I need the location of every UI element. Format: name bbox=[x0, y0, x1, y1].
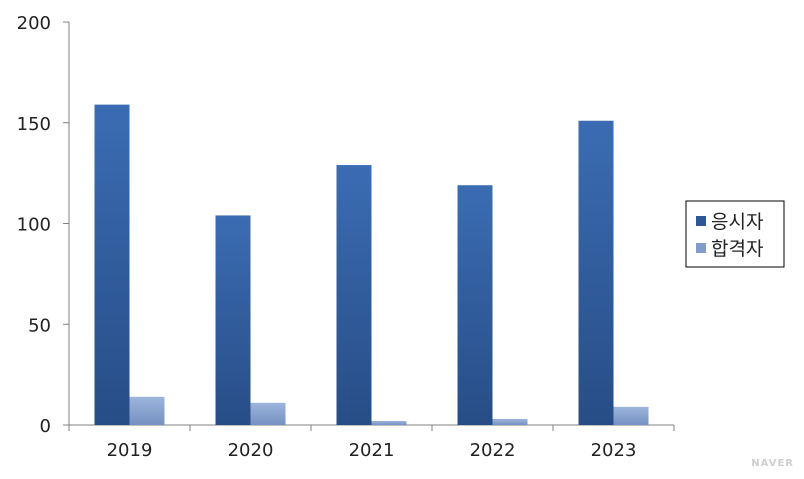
x-tick-label: 2023 bbox=[591, 440, 637, 461]
bar-2019-series-0 bbox=[94, 104, 130, 426]
bar-2022-series-1 bbox=[492, 418, 528, 425]
legend-box bbox=[685, 200, 785, 268]
bar-2022-series-0 bbox=[457, 185, 493, 425]
legend-swatch-1 bbox=[696, 243, 706, 253]
bars bbox=[94, 104, 649, 426]
x-tick-label: 2021 bbox=[349, 440, 395, 461]
bar-2020-series-0 bbox=[215, 215, 251, 425]
x-tick-label: 2022 bbox=[470, 440, 516, 461]
y-tick-label: 150 bbox=[17, 114, 51, 135]
tick-labels: 0 50 100 150 200 2019 2020 2021 2022 2023 bbox=[17, 13, 637, 461]
naver-watermark: NAVER bbox=[751, 458, 794, 469]
bar-2019-series-1 bbox=[129, 396, 165, 425]
x-tick-label: 2020 bbox=[228, 440, 274, 461]
bar-2023-series-1 bbox=[613, 406, 649, 425]
y-tick-label: 50 bbox=[28, 315, 51, 336]
y-tick-label: 200 bbox=[17, 13, 51, 34]
y-tick-label: 100 bbox=[17, 215, 51, 236]
legend-label-0: 응시자 bbox=[711, 211, 763, 233]
legend-swatch-0 bbox=[696, 216, 706, 226]
y-tick-label: 0 bbox=[40, 416, 51, 437]
bar-2023-series-0 bbox=[578, 120, 614, 426]
bar-2021-series-0 bbox=[336, 165, 372, 425]
bar-2020-series-1 bbox=[250, 402, 286, 425]
legend-label-1: 합격자 bbox=[711, 238, 763, 260]
x-tick-label: 2019 bbox=[107, 440, 153, 461]
bar-2021-series-1 bbox=[371, 420, 407, 425]
